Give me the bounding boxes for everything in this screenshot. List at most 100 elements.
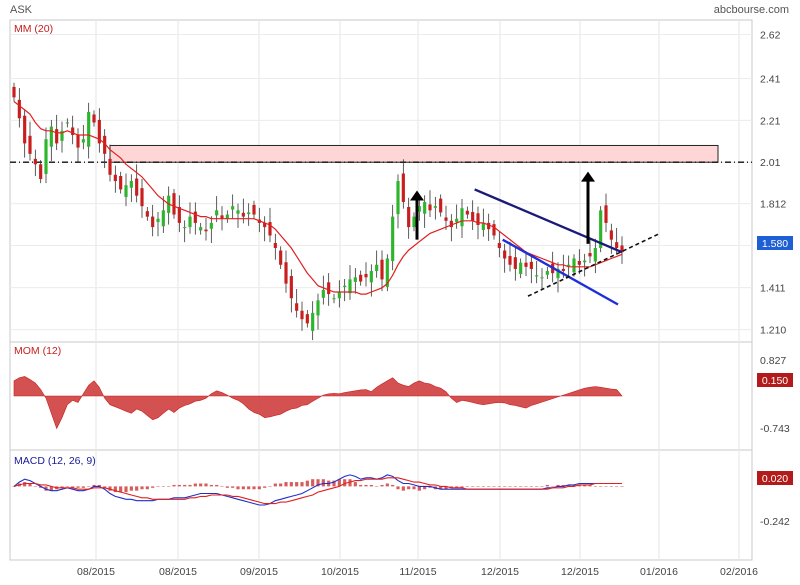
macd-histogram-bar [497, 486, 501, 487]
candle-body [364, 273, 368, 278]
macd-histogram-bar [140, 486, 144, 490]
candle-body [300, 310, 304, 320]
macd-histogram-bar [508, 486, 512, 487]
resistance-zone-layer [10, 144, 752, 163]
candle-body [28, 135, 32, 154]
macd-histogram-bar [316, 479, 320, 487]
candle-body [572, 258, 576, 273]
candle-body [348, 279, 352, 294]
axis-labels: 08/2015 08/2015 09/2015 10/2015 11/2015 12/20… [77, 30, 790, 578]
candle-body [252, 204, 256, 215]
macd-histogram-bar [300, 482, 304, 487]
macd-histogram-bar [236, 486, 240, 490]
macd-histogram-bar [76, 486, 80, 488]
macd-histogram-bar [423, 486, 427, 490]
candle-body [396, 181, 400, 215]
candle-body [92, 114, 96, 123]
candle-body [17, 99, 21, 119]
macd-histogram-bar [375, 486, 379, 487]
macd-legend: MACD (12, 26, 9) [14, 455, 96, 467]
candle-body [433, 206, 437, 208]
mom-value-box [757, 373, 793, 387]
price-y-tick: 1.812 [760, 199, 786, 211]
macd-histogram-bar [204, 483, 208, 487]
macd-histogram-bar [188, 484, 192, 487]
candle-body [423, 201, 427, 214]
x-tick-label: 08/2015 [77, 566, 115, 578]
candle-body [236, 210, 240, 214]
candle-body [241, 212, 245, 217]
price-candles [12, 82, 624, 341]
candle-body [332, 298, 336, 300]
candle-body [65, 122, 69, 124]
macd-histogram-bar [529, 486, 533, 487]
macd-histogram-bar [396, 486, 400, 490]
candle-body [481, 222, 485, 231]
ticker-label: ASK [10, 4, 33, 16]
macd-histogram-bar [65, 486, 69, 487]
candle-body [497, 242, 501, 249]
candle-body [359, 274, 363, 282]
candle-body [231, 206, 235, 210]
macd-histogram-bar [49, 486, 53, 491]
candle-body [119, 176, 123, 190]
price-y-tick: 2.01 [760, 157, 781, 169]
mom-y-tick: -0.743 [760, 423, 790, 435]
candle-body [199, 227, 203, 231]
candle-body [273, 242, 277, 249]
candle-body [380, 259, 384, 280]
candle-body [524, 262, 528, 267]
x-tick-label: 12/2015 [561, 566, 599, 578]
candle-body [268, 222, 272, 236]
macd-histogram-bar [359, 484, 363, 487]
candle-body [460, 208, 464, 227]
macd-histogram-bar [161, 486, 165, 487]
macd-histogram-bar [23, 482, 27, 487]
macd-histogram-bar [401, 486, 405, 491]
macd-histogram-bar [444, 486, 448, 490]
macd-histogram-bar [97, 484, 101, 487]
last-price-box [757, 236, 793, 250]
macd-histogram-bar [540, 486, 544, 487]
candle-body [161, 210, 165, 227]
candle-body [385, 258, 389, 287]
candle-body [369, 271, 373, 283]
macd-histogram-bar [252, 486, 256, 490]
macd-histogram-bar [449, 486, 453, 488]
candle-body [455, 218, 459, 223]
price-y-tick: 1.210 [760, 325, 786, 337]
price-y-tick: 1.411 [760, 283, 786, 295]
source-label[interactable]: abcbourse.com [714, 4, 789, 16]
candle-body [508, 255, 512, 265]
candle-body [87, 111, 91, 147]
macd-histogram-bar [385, 483, 389, 487]
candle-body [188, 216, 192, 228]
macd-histogram-bar [535, 486, 539, 487]
grid-lines [10, 20, 752, 560]
macd-histogram-bar [545, 484, 549, 487]
candle-body [561, 268, 565, 272]
candle-body [311, 312, 315, 331]
macd-histogram-bar [108, 486, 112, 491]
x-tick-label: 08/2015 [159, 566, 197, 578]
candle-body [247, 212, 251, 215]
candle-body [124, 185, 128, 197]
price-y-tick: 2.41 [760, 74, 781, 86]
candle-body [183, 227, 187, 229]
macd-histogram-bar [87, 486, 91, 487]
candle-body [60, 130, 64, 141]
candle-body [529, 261, 533, 269]
candle-body [289, 276, 293, 299]
macd-histogram-bar [28, 483, 32, 487]
candle-body [439, 198, 443, 213]
candle-body [156, 218, 160, 223]
macd-histogram-bar [199, 483, 203, 487]
candle-body [220, 215, 224, 219]
candle-body [556, 268, 560, 279]
macd-histogram-bar [124, 486, 128, 493]
macd-histogram-bar [305, 480, 309, 487]
x-tick-label: 12/2015 [481, 566, 519, 578]
macd-histogram-bar [407, 486, 411, 490]
macd-histogram-bar [620, 486, 624, 487]
